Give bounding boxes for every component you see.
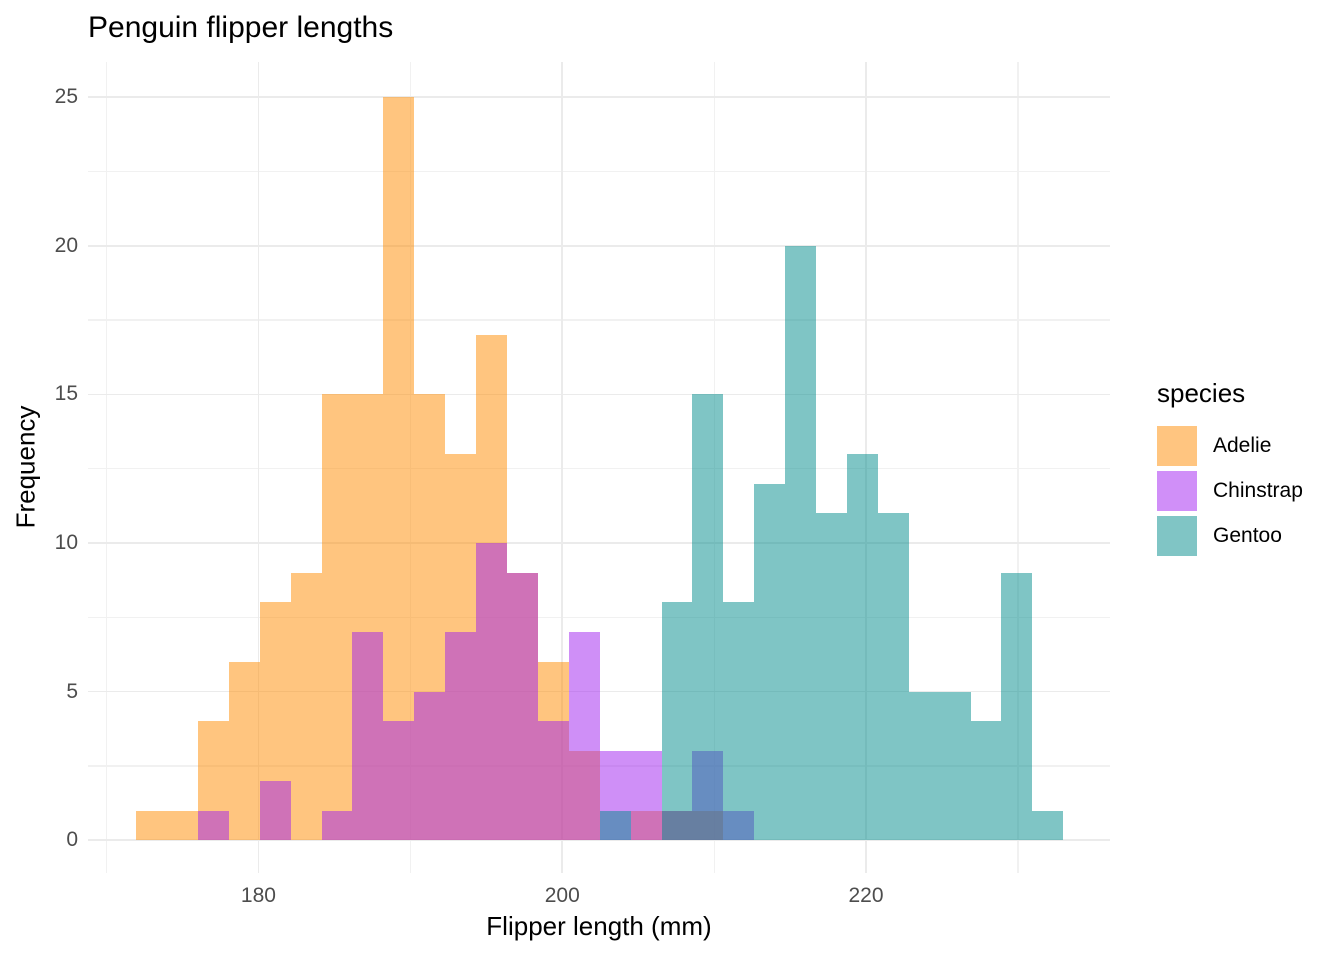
histogram-bar-chinstrap bbox=[537, 721, 569, 841]
legend-title: species bbox=[1157, 378, 1246, 408]
histogram-bar-chinstrap bbox=[568, 632, 600, 841]
histogram-bar-chinstrap bbox=[321, 810, 353, 841]
histogram-bar-gentoo bbox=[908, 691, 940, 841]
histogram-bar-gentoo bbox=[1032, 810, 1064, 841]
legend-swatch-gentoo bbox=[1157, 516, 1197, 556]
legend: species Adelie Chinstrap Gentoo bbox=[1157, 378, 1303, 561]
y-gridline-minor bbox=[88, 468, 1110, 470]
histogram-bar-gentoo bbox=[939, 691, 971, 841]
y-gridline-major bbox=[88, 393, 1110, 396]
histogram-bar-adelie bbox=[383, 97, 415, 841]
histogram-bar-chinstrap bbox=[197, 810, 229, 841]
histogram-bar-gentoo bbox=[970, 721, 1002, 841]
legend-label-chinstrap: Chinstrap bbox=[1213, 479, 1303, 502]
y-tick-label: 25 bbox=[54, 85, 78, 109]
x-gridline-major bbox=[561, 62, 564, 873]
y-gridline-minor bbox=[88, 616, 1110, 618]
histogram-bar-adelie bbox=[167, 810, 198, 841]
legend-label-adelie: Adelie bbox=[1213, 434, 1272, 457]
legend-swatch-adelie bbox=[1157, 426, 1197, 466]
y-gridline-minor bbox=[88, 170, 1110, 172]
histogram-bar-chinstrap bbox=[259, 780, 291, 841]
x-gridline-minor bbox=[105, 62, 108, 873]
x-gridline-minor bbox=[1017, 62, 1019, 873]
y-axis-title: Frequency bbox=[10, 405, 41, 529]
y-gridline-major bbox=[88, 542, 1110, 544]
y-gridline-major bbox=[88, 839, 1110, 842]
histogram-bar-chinstrap bbox=[414, 691, 446, 841]
plot-panel bbox=[88, 62, 1110, 873]
legend-label-gentoo: Gentoo bbox=[1213, 524, 1282, 547]
plot-title: Penguin flipper lengths bbox=[88, 11, 394, 44]
y-gridline-major bbox=[88, 244, 1110, 247]
histogram-bar-gentoo bbox=[754, 483, 786, 841]
histogram-bar-gentoo bbox=[692, 394, 724, 841]
histogram-bar-gentoo bbox=[846, 453, 878, 841]
histogram-bar-chinstrap bbox=[476, 543, 507, 841]
histogram-bar-chinstrap bbox=[445, 632, 477, 841]
histogram-bar-adelie bbox=[136, 810, 168, 841]
legend-swatch-chinstrap bbox=[1157, 471, 1197, 511]
histogram-bar-chinstrap bbox=[630, 751, 662, 841]
histogram-bar-adelie bbox=[290, 572, 322, 841]
x-tick-label: 220 bbox=[848, 884, 884, 907]
legend-entry-chinstrap: Chinstrap bbox=[1157, 471, 1303, 511]
y-tick-label: 0 bbox=[66, 828, 78, 852]
histogram-bar-gentoo bbox=[723, 602, 755, 841]
histogram-bar-adelie bbox=[228, 661, 260, 841]
histogram-bar-chinstrap bbox=[507, 572, 538, 841]
histogram-bar-adelie bbox=[321, 394, 353, 841]
x-tick-label: 180 bbox=[240, 884, 276, 907]
histogram-bar-gentoo bbox=[599, 810, 631, 841]
x-tick-label: 200 bbox=[544, 884, 580, 907]
y-tick-label: 10 bbox=[54, 531, 78, 554]
legend-entry-adelie: Adelie bbox=[1157, 426, 1303, 466]
histogram-bar-gentoo bbox=[785, 245, 817, 841]
y-gridline-minor bbox=[88, 319, 1110, 321]
histogram-bar-gentoo bbox=[1001, 572, 1033, 841]
histogram-layer-gentoo bbox=[88, 62, 1110, 873]
legend-entry-gentoo: Gentoo bbox=[1157, 516, 1303, 556]
histogram-bar-chinstrap bbox=[352, 632, 384, 841]
y-gridline-major bbox=[88, 96, 1110, 98]
x-axis-title: Flipper length (mm) bbox=[486, 911, 712, 941]
histogram-bar-gentoo bbox=[661, 602, 693, 841]
y-tick-label: 5 bbox=[66, 679, 78, 703]
histogram-bar-gentoo bbox=[816, 513, 847, 841]
histogram-bar-chinstrap bbox=[383, 721, 415, 841]
y-tick-label: 15 bbox=[54, 382, 78, 406]
x-gridline-major bbox=[257, 62, 260, 873]
y-tick-label: 20 bbox=[54, 233, 78, 257]
histogram-bar-gentoo bbox=[877, 513, 909, 841]
